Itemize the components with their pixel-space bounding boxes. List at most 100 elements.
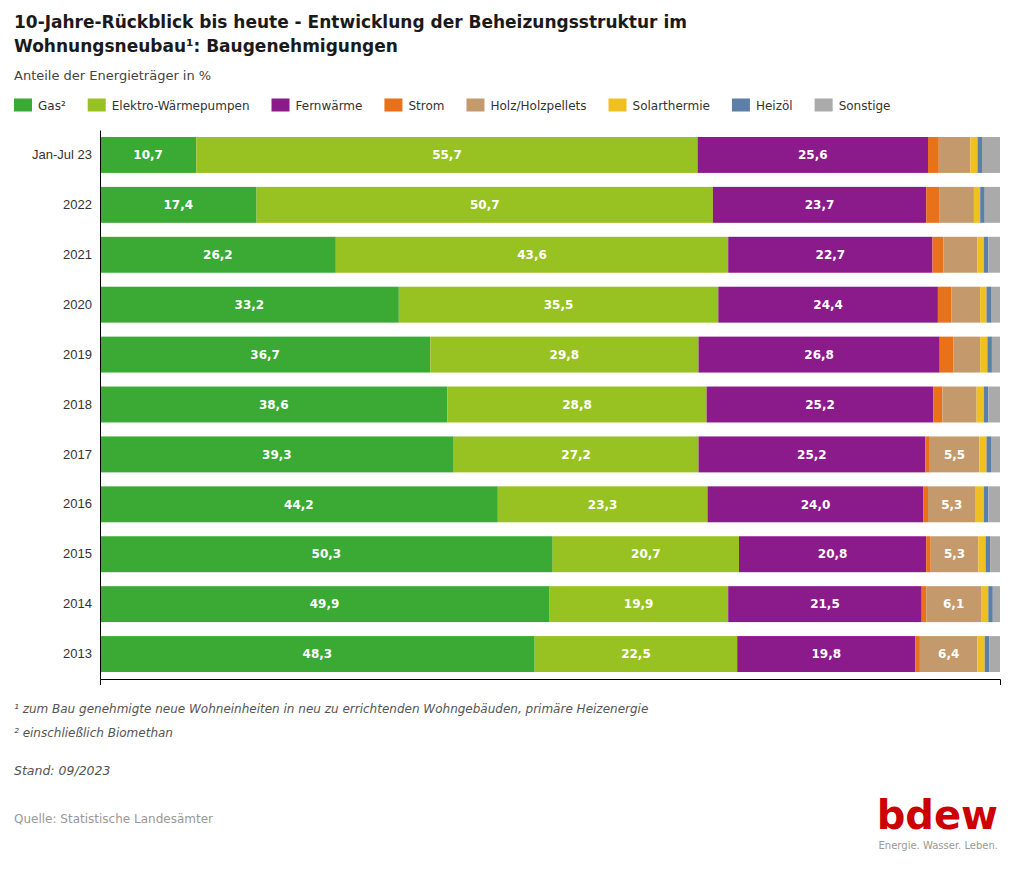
bar [728,237,932,273]
tick-label: 2017 [63,447,92,462]
bar [699,337,940,373]
bar [257,187,713,223]
legend-label: Holz/Holzpellets [490,99,586,113]
legend: Gas² Elektro-Wärmepumpen Fernwärme Strom Hol… [14,99,891,113]
data-label: 33,2 [235,298,265,312]
data-label: 5,3 [944,547,965,561]
tick: 2022 [63,197,100,212]
legend-item: Strom [384,99,444,113]
bar [699,436,926,472]
data-label: 39,3 [262,448,292,462]
tick: 2014 [63,596,100,611]
bar [980,187,985,223]
legend-label: Gas² [38,99,66,113]
bar [989,636,1000,672]
bar [988,586,993,622]
bar [987,287,992,323]
bar [993,586,1000,622]
legend-swatch [88,99,106,112]
bar [430,337,698,373]
y-axis-line [100,131,101,680]
bar [984,237,989,273]
data-label: 27,2 [561,448,591,462]
bar [728,586,922,622]
bar [988,486,1000,522]
bar [970,137,977,173]
bar [940,337,954,373]
bar [976,486,984,522]
bar [940,187,974,223]
data-label: 6,1 [943,597,964,611]
bar [100,536,553,572]
legend-item: Fernwärme [272,99,363,113]
title: Wohnungsneubau¹: Baugenehmigungen [14,36,398,56]
series [196,137,739,672]
data-labels: 10,717,426,233,236,738,639,344,250,349,9… [133,148,965,661]
bars [100,137,1000,672]
legend-label: Strom [408,99,444,113]
data-label: 25,2 [805,398,835,412]
bar [926,536,931,572]
data-label: 36,7 [250,348,280,362]
bar [943,237,977,273]
bar [100,187,257,223]
bar [928,486,976,522]
bar [698,137,928,173]
legend-swatch [815,99,833,112]
bar [979,436,986,472]
legend-swatch [384,99,402,112]
data-label: 20,8 [818,547,848,561]
bar [930,436,980,472]
data-label: 5,3 [941,498,962,512]
bar [987,337,992,373]
bar [498,486,708,522]
data-label: 20,7 [631,547,661,561]
bar [985,187,1000,223]
tick: 2020 [63,297,100,312]
legend-label: Elektro-Wärmepumpen [112,99,250,113]
data-label: 35,5 [544,298,574,312]
bar [951,287,980,323]
bar [992,337,1000,373]
data-label: 22,5 [621,647,651,661]
data-label: 26,8 [804,348,834,362]
bar [988,387,1000,423]
data-label: 22,7 [816,248,846,262]
data-label: 50,3 [312,547,342,561]
legend-label: Solarthermie [633,99,710,113]
legend-swatch [14,99,32,112]
tick: 2013 [63,646,100,661]
legend-item: Elektro-Wärmepumpen [88,99,250,113]
bar [708,486,924,522]
logo-text: Energie. Wasser. Leben. [879,840,998,851]
bar [196,137,697,173]
legend-label: Fernwärme [296,99,363,113]
data-label: 24,4 [813,298,843,312]
bar [454,436,699,472]
tick: 2019 [63,347,100,362]
tick-label: 2015 [63,546,92,561]
tick: 2017 [63,447,100,462]
bar [549,586,728,622]
bar [987,436,992,472]
data-label: 25,6 [798,148,828,162]
bar [100,337,430,373]
data-label: 44,2 [284,498,314,512]
bar [982,137,1000,173]
bar [978,536,985,572]
bar [100,387,447,423]
bar [953,337,980,373]
bar [974,187,980,223]
bar [988,237,1000,273]
x-axis [101,680,1001,686]
bar [984,387,989,423]
bar [939,137,971,173]
logo-text: bdew [877,792,998,838]
bar [713,187,926,223]
data-label: 5,5 [944,448,965,462]
bar [978,636,985,672]
bar [100,287,399,323]
bar [925,436,930,472]
data-label: 25,2 [797,448,827,462]
legend-item: Holz/Holzpellets [466,99,586,113]
